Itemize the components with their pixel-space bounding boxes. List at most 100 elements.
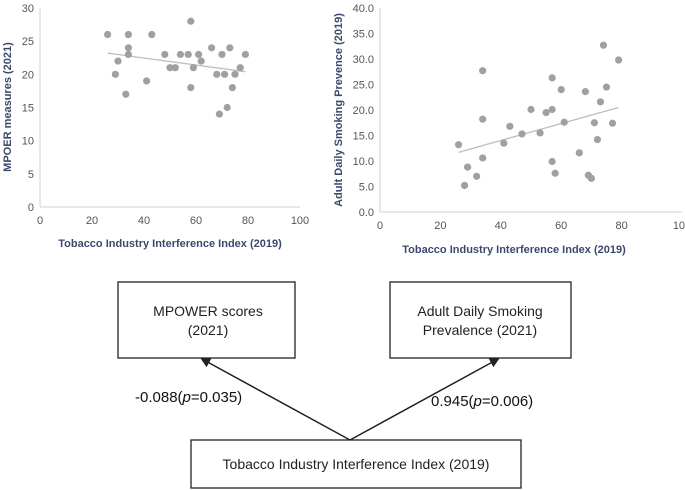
chart-mpower-ytick-label: 25	[22, 36, 34, 48]
box-adult-smoking	[389, 281, 572, 359]
chart-smoking-point	[460, 181, 469, 190]
box-smoking-line1: Adult Daily Smoking	[417, 303, 542, 319]
chart-mpower-ticks: 0 5 10 15 20 25 30 0 20 40 60 80 100	[22, 3, 309, 227]
chart-smoking-ylabel: Adult Daily Smoking Prevence (2019)	[333, 13, 345, 207]
chart-mpower-point	[236, 64, 244, 72]
chart-mpower-point	[111, 70, 119, 78]
chart-mpower-point	[171, 64, 179, 72]
chart-smoking-ytick-label: 15.0	[353, 131, 374, 143]
chart-mpower-xtick-label: 40	[138, 215, 150, 227]
chart-mpower-point	[223, 103, 231, 112]
chart-mpower-xtick-label: 20	[86, 215, 98, 227]
chart-smoking-ytick-label: 25.0	[353, 80, 374, 92]
chart-smoking-point	[602, 83, 611, 91]
chart-mpower-point	[241, 50, 249, 59]
chart-mpower-point	[148, 30, 156, 39]
chart-mpower-ytick-label: 5	[28, 169, 34, 181]
chart-smoking-point	[551, 169, 559, 177]
chart-smoking-xtick-label: 20	[434, 220, 446, 232]
chart-mpower-point	[187, 17, 195, 25]
chart-mpower-axes	[39, 8, 300, 208]
chart-mpower-point	[226, 44, 234, 52]
chart-smoking-point	[463, 163, 472, 171]
chart-mpower-point	[161, 50, 169, 59]
chart-mpower-points	[104, 17, 249, 118]
chart-smoking-ytick-label: 40.0	[353, 3, 374, 15]
chart-mpower-point	[143, 77, 151, 85]
chart-mpower-point	[114, 57, 122, 65]
coef-right-rest: =0.006)	[482, 393, 533, 410]
box-tii-index	[190, 439, 522, 489]
box-mpower-line1: MPOWER scores	[153, 303, 263, 319]
chart-smoking-axes	[379, 8, 682, 213]
arrow-to-mpower	[200, 358, 351, 441]
coef-left-rest: =0.035)	[191, 389, 242, 406]
chart-mpower-point	[195, 50, 203, 59]
chart-mpower-scatter: 0 5 10 15 20 25 30 0 20 40 60 80 100 MPOER measures …	[2, 3, 309, 250]
chart-mpower-xtick-label: 0	[37, 215, 43, 227]
chart-mpower-point	[104, 30, 112, 39]
chart-mpower-point	[124, 50, 132, 59]
chart-smoking-xlabel: Tobacco Industry Interference Index (201…	[402, 244, 626, 256]
chart-smoking-point	[506, 122, 514, 130]
chart-smoking-ytick-label: 20.0	[353, 105, 374, 117]
chart-smoking-ytick-label: 30.0	[353, 54, 374, 66]
coef-left-value: -0.088(	[135, 389, 183, 406]
chart-mpower-ytick-label: 0	[28, 202, 34, 214]
chart-smoking-xtick-label: 0	[377, 220, 383, 232]
chart-mpower-point	[218, 50, 226, 59]
chart-mpower-point	[228, 84, 236, 92]
coef-right: 0.945(p=0.006)	[431, 393, 533, 410]
chart-smoking-point	[548, 105, 556, 114]
chart-smoking-ytick-label: 35.0	[353, 29, 374, 41]
chart-smoking-point	[593, 135, 602, 144]
chart-smoking-ytick-label: 10.0	[353, 156, 374, 168]
chart-mpower-ytick-label: 30	[22, 3, 34, 15]
chart-smoking-point	[614, 56, 623, 64]
chart-mpower-point	[213, 70, 221, 78]
chart-smoking-xtick-label: 60	[555, 220, 567, 232]
chart-smoking-point	[536, 129, 544, 137]
chart-mpower-point	[187, 84, 195, 92]
coef-right-value: 0.945(	[431, 393, 474, 410]
box-smoking-line2: Prevalence (2021)	[423, 322, 537, 338]
chart-smoking-point	[548, 157, 556, 166]
chart-mpower-point	[231, 70, 239, 78]
chart-mpower-point	[184, 50, 192, 59]
chart-mpower-xtick-label: 100	[291, 215, 309, 227]
chart-smoking-point	[542, 108, 550, 117]
arrow-to-smoking	[349, 358, 500, 441]
coef-left: -0.088(p=0.035)	[135, 389, 242, 406]
chart-mpower-point	[189, 64, 197, 72]
chart-smoking-point	[587, 174, 596, 182]
chart-smoking-ytick-label: 5.0	[359, 182, 374, 194]
chart-smoking-point	[581, 88, 589, 96]
chart-smoking-point	[590, 119, 599, 127]
chart-smoking-scatter: 0.0 5.0 10.0 15.0 20.0 25.0 30.0 35.0 40.0 0 20 40 6…	[333, 3, 685, 256]
chart-mpower-ytick-label: 20	[22, 69, 34, 81]
chart-smoking-point	[560, 118, 568, 126]
box-mpower-line2: (2021)	[188, 322, 228, 338]
chart-mpower-xtick-label: 80	[242, 215, 254, 227]
chart-smoking-point	[608, 119, 617, 127]
chart-smoking-xtick-label: 80	[615, 220, 627, 232]
chart-smoking-point	[557, 86, 565, 94]
box-mpower-scores	[117, 281, 296, 359]
chart-smoking-xtick-label: 100	[673, 220, 685, 232]
chart-mpower-ytick-label: 10	[22, 136, 34, 148]
chart-smoking-point	[596, 98, 605, 106]
chart-smoking-point	[518, 130, 526, 138]
chart-smoking-ytick-label: 0.0	[359, 207, 374, 219]
chart-smoking-point	[548, 74, 556, 82]
chart-smoking-point	[599, 41, 608, 49]
chart-smoking-point	[479, 154, 487, 162]
chart-smoking-point	[454, 141, 463, 149]
chart-smoking-points	[454, 41, 623, 190]
chart-mpower-point	[122, 90, 130, 98]
chart-mpower-point	[197, 57, 205, 65]
chart-mpower-point	[166, 64, 174, 72]
chart-smoking-point	[575, 149, 583, 157]
coef-left-p: p	[182, 389, 191, 406]
chart-mpower-ytick-label: 15	[22, 103, 34, 115]
